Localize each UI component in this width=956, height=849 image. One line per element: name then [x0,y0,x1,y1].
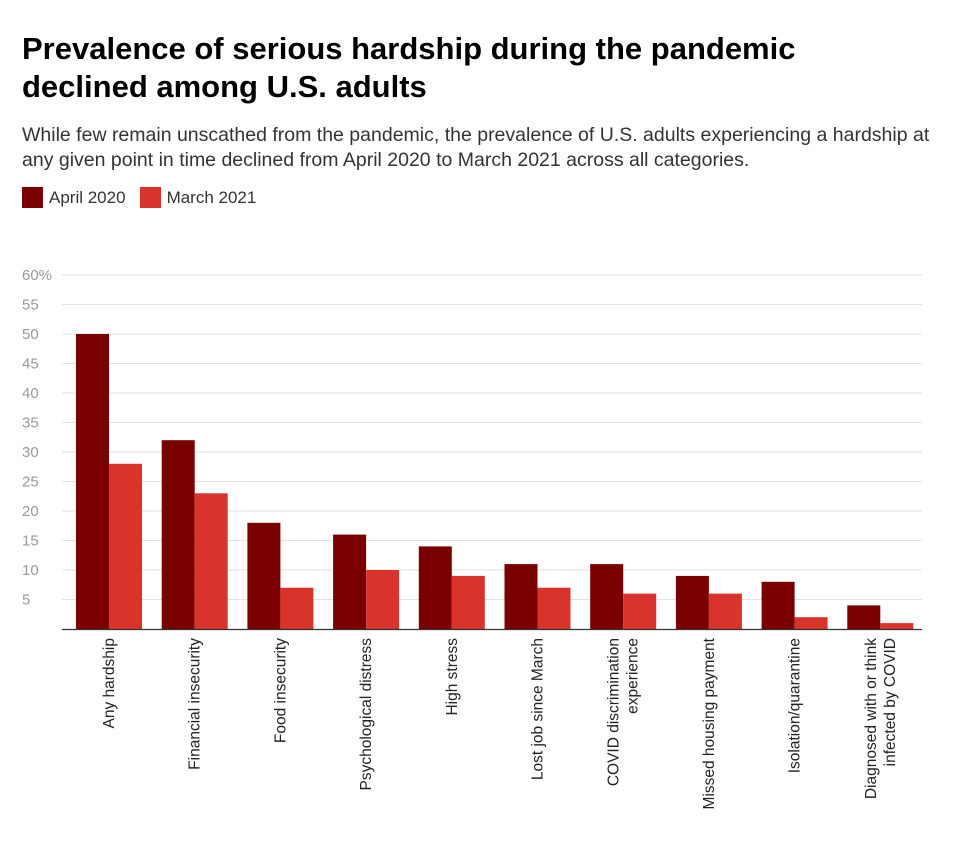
legend-label-march-2021: March 2021 [166,187,257,207]
x-tick-label: Lost job since March [530,638,547,780]
x-tick-label: Financial insecurity [187,638,204,770]
legend-item-april-2020: April 2020 [22,187,126,208]
bar-april-2020 [418,546,452,629]
bar-april-2020 [333,534,367,629]
legend: April 2020 March 2021 [22,187,270,208]
chart-title: Prevalence of serious hardship during th… [22,31,796,104]
bar-march-2021 [794,617,828,629]
bar-march-2021 [280,587,314,629]
legend-swatch-march-2021 [139,187,161,208]
y-tick-label: 40 [22,385,39,402]
x-tick-label: Any hardship [101,638,118,728]
x-tick-label: Diagnosed with or think [863,638,880,799]
legend-label-april-2020: April 2020 [49,187,126,207]
x-tick-label: experience [625,638,642,714]
x-tick-label: Psychological distress [358,638,375,791]
bar-april-2020 [675,575,709,629]
y-tick-label: 60% [22,267,52,284]
legend-item-march-2021: March 2021 [139,187,257,208]
y-tick-label: 50 [22,326,39,343]
bar-march-2021 [451,575,485,629]
bar-march-2021 [623,593,657,629]
bar-march-2021 [708,593,742,629]
x-tick-label: Food insecurity [272,638,289,743]
bar-march-2021 [109,463,142,629]
x-tick-label: Isolation/quarantine [787,638,804,773]
y-tick-label: 25 [22,474,39,491]
y-tick-label: 20 [22,503,39,520]
y-tick-label: 5 [22,592,30,609]
y-tick-label: 30 [22,444,39,461]
chart-subtitle: While few remain unscathed from the pand… [22,124,930,171]
legend-swatch-april-2020 [22,187,43,208]
y-tick-label: 45 [22,356,39,373]
bar-april-2020 [761,581,795,629]
bar-april-2020 [76,334,109,629]
bar-april-2020 [590,564,624,629]
y-tick-label: 10 [22,562,39,579]
y-tick-label: 15 [22,533,39,550]
y-tick-label: 35 [22,415,39,432]
bar-march-2021 [366,570,400,629]
bar-april-2020 [504,564,538,629]
bar-april-2020 [247,522,281,629]
y-tick-label: 55 [22,297,39,314]
bar-april-2020 [161,440,195,629]
bar-april-2020 [847,605,881,629]
x-tick-label: Missed housing payment [701,637,718,809]
bar-march-2021 [194,493,228,629]
bar-march-2021 [537,587,571,629]
x-tick-label: infected by COVID [882,638,899,766]
x-tick-label: High stress [444,638,461,716]
x-tick-label: COVID discrimination [606,638,623,786]
bar-march-2021 [880,623,914,629]
